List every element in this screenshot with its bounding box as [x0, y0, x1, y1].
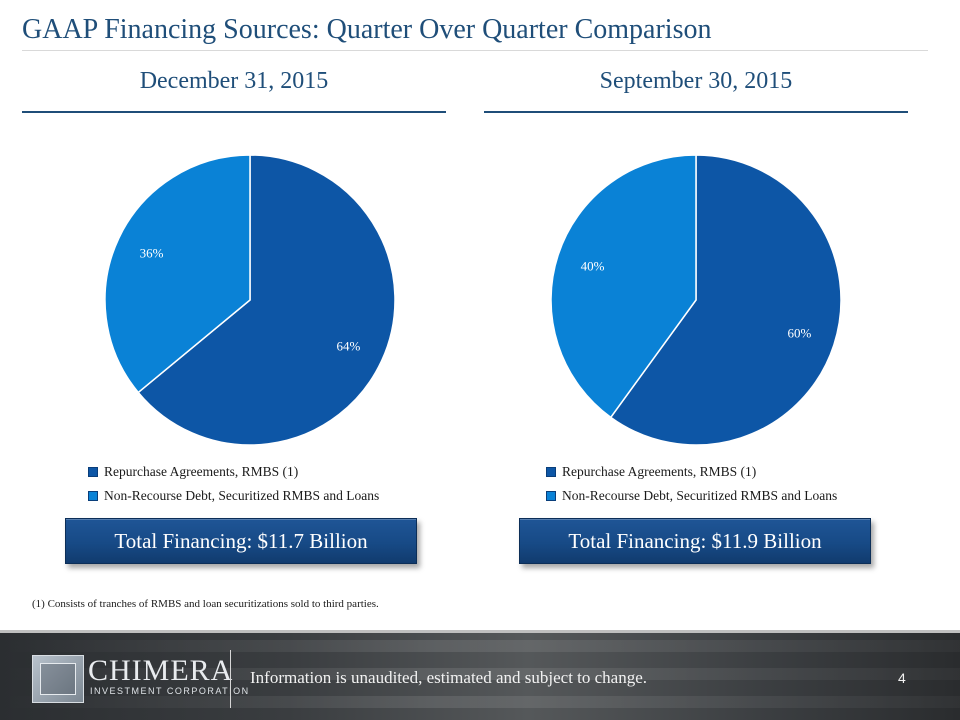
legend-swatch-repurchase [88, 467, 98, 477]
footnote: (1) Consists of tranches of RMBS and loa… [32, 598, 379, 610]
legend-label: Non-Recourse Debt, Securitized RMBS and … [104, 488, 380, 503]
footer-bar: CHIMERA INVESTMENT CORPORATION Informati… [0, 630, 960, 720]
total-financing-dec: Total Financing: $11.7 Billion [65, 518, 417, 564]
footer-divider [230, 650, 231, 708]
pie-data-label: 40% [581, 258, 605, 273]
pie-svg-dec: 64% 36% [104, 154, 396, 446]
legend-item-non-recourse: Non-Recourse Debt, Securitized RMBS and … [88, 484, 379, 508]
legend-item-non-recourse: Non-Recourse Debt, Securitized RMBS and … [546, 484, 837, 508]
pie-data-label: 60% [788, 326, 812, 341]
page-number: 4 [898, 670, 906, 686]
legend-sep: Repurchase Agreements, RMBS (1) Non-Reco… [546, 460, 837, 508]
legend-label: Non-Recourse Debt, Securitized RMBS and … [562, 488, 838, 503]
chart-title-sep: September 30, 2015 [599, 68, 793, 94]
legend-label: Repurchase Agreements, RMBS (1) [104, 464, 299, 479]
logo-name: CHIMERA [88, 654, 234, 687]
legend-swatch-non-recourse [546, 491, 556, 501]
legend-dec: Repurchase Agreements, RMBS (1) Non-Reco… [88, 460, 379, 508]
legend-item-repurchase: Repurchase Agreements, RMBS (1) [546, 460, 837, 484]
total-financing-sep: Total Financing: $11.9 Billion [519, 518, 871, 564]
chart-divider-dec [22, 111, 446, 113]
pie-slice-repurchase [609, 154, 842, 446]
legend-swatch-repurchase [546, 467, 556, 477]
pie-slice-non-recourse [104, 154, 251, 394]
pie-data-label: 36% [140, 246, 164, 261]
pie-chart-sep: 60% 40% [546, 150, 846, 450]
footer-texture [0, 696, 960, 708]
pie-data-label: 64% [336, 338, 360, 353]
legend-item-repurchase: Repurchase Agreements, RMBS (1) [88, 460, 379, 484]
disclaimer-text: Information is unaudited, estimated and … [250, 668, 648, 687]
footer-texture [0, 668, 960, 680]
title-divider [22, 50, 928, 51]
chart-divider-sep [484, 111, 908, 113]
pie-chart-dec: 64% 36% [100, 150, 400, 450]
pie-slice-non-recourse [550, 154, 697, 419]
chimera-logo-icon [32, 655, 84, 703]
legend-label: Repurchase Agreements, RMBS (1) [562, 464, 757, 479]
page-title: GAAP Financing Sources: Quarter Over Qua… [22, 14, 712, 45]
footer-texture [0, 640, 960, 652]
chart-title-dec: December 31, 2015 [139, 68, 329, 94]
pie-svg-sep: 60% 40% [550, 154, 842, 446]
legend-swatch-non-recourse [88, 491, 98, 501]
logo-subtitle: INVESTMENT CORPORATION [90, 686, 250, 696]
pie-slice-repurchase [137, 154, 396, 446]
footer-top-strip [0, 630, 960, 633]
